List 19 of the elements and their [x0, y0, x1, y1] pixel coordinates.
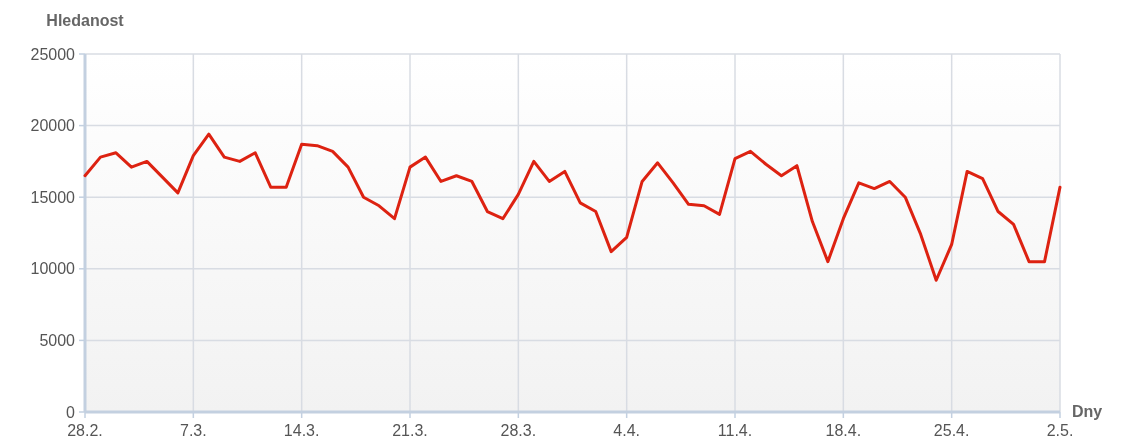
- line-series: [83, 132, 1062, 282]
- x-tick-label: 21.3.: [392, 422, 428, 439]
- y-tick-label: 5000: [39, 332, 76, 349]
- x-tick-label: 2.5.: [1046, 422, 1074, 439]
- x-tick-label: 7.3.: [179, 422, 207, 439]
- y-tick-label: 10000: [30, 260, 76, 278]
- x-axis-title: Dny: [1072, 403, 1103, 420]
- x-tick-label: 11.4.: [717, 422, 753, 439]
- x-tick-label: 4.4.: [613, 422, 641, 439]
- x-tick-label: 25.4.: [933, 422, 970, 439]
- x-tick-label: 28.2.: [67, 422, 103, 439]
- x-tick-label: 18.4.: [825, 422, 862, 439]
- y-tick-label: 20000: [30, 117, 76, 135]
- x-tick-label: 28.3.: [500, 422, 537, 439]
- y-axis-title: Hledanost: [46, 12, 125, 29]
- y-tick-label: 25000: [30, 45, 76, 63]
- y-tick-label: 15000: [30, 188, 76, 206]
- x-tick-label: 14.3.: [283, 422, 320, 439]
- y-tick-label: 0: [66, 403, 76, 421]
